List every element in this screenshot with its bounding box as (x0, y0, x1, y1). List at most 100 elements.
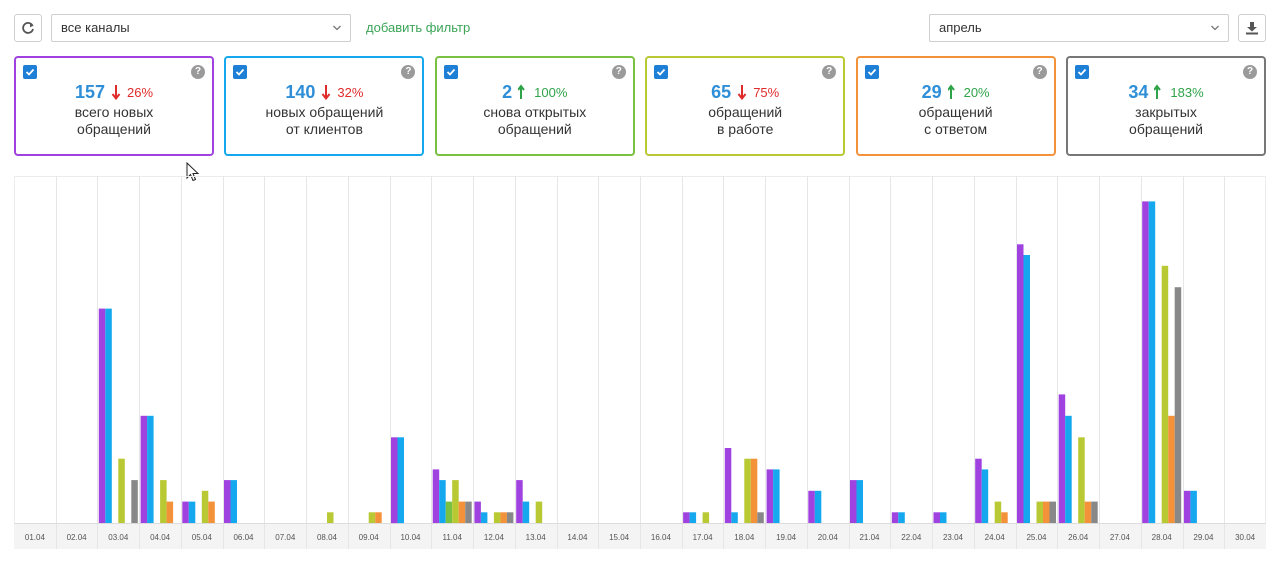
bar (1023, 255, 1030, 523)
x-tick-label: 22.04 (901, 533, 922, 542)
help-icon[interactable]: ? (401, 65, 416, 79)
bar (166, 501, 174, 523)
arrow-down-icon (111, 84, 121, 100)
bar (773, 469, 780, 523)
card-label-line2: с ответом (924, 121, 988, 137)
bar (1001, 512, 1008, 523)
bar (994, 501, 1002, 523)
x-tick-label: 08.04 (317, 533, 338, 542)
bar (391, 437, 398, 524)
bar (1058, 394, 1066, 523)
bar (757, 512, 764, 523)
arrow-up-icon (1154, 84, 1164, 100)
chevron-down-icon (1211, 25, 1219, 31)
bar (1183, 490, 1191, 523)
bar (516, 480, 523, 523)
bar (1168, 415, 1175, 523)
x-tick-label: 06.04 (233, 533, 254, 542)
card-label-line1: обращений (708, 104, 783, 120)
add-filter-link[interactable]: добавить фильтр (366, 20, 471, 35)
card-checkbox[interactable] (1075, 65, 1089, 79)
bar (474, 501, 481, 523)
x-tick-label: 24.04 (985, 533, 1006, 542)
bar (160, 480, 167, 523)
card-percent: 75% (753, 84, 780, 100)
kpi-card-answered[interactable]: ? 29 20% обращений с ответом (855, 56, 1056, 156)
bar (975, 458, 982, 523)
card-checkbox[interactable] (443, 65, 458, 79)
check-icon (25, 68, 35, 76)
download-button[interactable] (1238, 14, 1266, 42)
x-tick-label: 18.04 (734, 533, 755, 542)
card-value: 29 (921, 81, 942, 102)
toolbar: все каналы добавить фильтр апрель (0, 0, 1280, 56)
bar (147, 415, 154, 523)
kpi-card-total-new[interactable]: ? 157 26% всего новых обращений (14, 56, 214, 156)
card-checkbox[interactable] (654, 65, 669, 79)
x-tick-label: 23.04 (943, 533, 964, 542)
bar (1017, 244, 1024, 524)
bar (1091, 501, 1098, 523)
kpi-card-closed[interactable]: ? 34 183% закрытых обращений (1066, 56, 1266, 156)
x-tick-label: 15.04 (609, 533, 630, 542)
card-label-line1: обращений (918, 104, 993, 120)
bar (1161, 265, 1169, 524)
bar (683, 512, 690, 523)
bar (439, 480, 446, 523)
chart-canvas: 01.04 02.04 03.04 04.04 05.04 06.04 07.04 08.04… (14, 176, 1266, 549)
bar (368, 512, 376, 523)
card-value: 2 (502, 81, 513, 102)
card-value: 34 (1128, 81, 1149, 102)
bar (808, 490, 815, 523)
x-tick-label: 28.04 (1152, 533, 1173, 542)
card-percent: 183% (1170, 84, 1204, 100)
bar (182, 501, 189, 523)
bar (131, 480, 138, 523)
help-icon[interactable]: ? (611, 65, 626, 79)
bar (724, 448, 732, 523)
bar (465, 501, 472, 523)
bar (814, 490, 822, 523)
bar (1190, 490, 1197, 523)
help-icon[interactable]: ? (191, 65, 205, 79)
kpi-card-from-clients[interactable]: ? 140 32% новых обращений от клиентов (224, 56, 425, 156)
bar (188, 501, 196, 523)
bar (445, 501, 453, 523)
help-icon[interactable]: ? (1243, 65, 1257, 79)
bar (208, 501, 215, 523)
check-icon (236, 68, 245, 76)
bar (118, 458, 125, 523)
x-tick-label: 30.04 (1235, 533, 1256, 542)
card-label-line1: снова открытых (483, 104, 587, 120)
help-icon[interactable]: ? (822, 65, 837, 79)
bar (1065, 415, 1072, 523)
bar (940, 512, 947, 523)
bar (224, 480, 231, 523)
chevron-down-icon (333, 25, 341, 31)
x-tick-label: 12.04 (484, 533, 505, 542)
check-icon (1077, 68, 1087, 76)
card-checkbox[interactable] (233, 65, 248, 79)
card-label-line2: в работе (716, 121, 774, 137)
kpi-card-reopened[interactable]: ? 2 100% снова открытых обращений (434, 56, 635, 156)
check-icon (446, 68, 455, 76)
month-select[interactable]: апрель (929, 14, 1229, 42)
check-icon (657, 68, 666, 76)
bar (230, 480, 237, 523)
bar (105, 308, 112, 523)
refresh-button[interactable] (14, 14, 42, 42)
card-checkbox[interactable] (864, 65, 879, 79)
bar (850, 480, 857, 523)
x-tick-label: 03.04 (108, 533, 129, 542)
channel-select-value: все каналы (61, 20, 130, 35)
x-tick-label: 07.04 (275, 533, 296, 542)
help-icon[interactable]: ? (1032, 65, 1047, 79)
kpi-card-in-progress[interactable]: ? 65 75% обращений в работе (645, 56, 846, 156)
mouse-cursor-icon (186, 162, 200, 182)
channel-select[interactable]: все каналы (51, 14, 351, 42)
bar (1078, 437, 1085, 524)
card-value: 140 (285, 81, 316, 102)
bar (1049, 501, 1056, 523)
card-checkbox[interactable] (23, 65, 37, 79)
bar (432, 469, 440, 523)
